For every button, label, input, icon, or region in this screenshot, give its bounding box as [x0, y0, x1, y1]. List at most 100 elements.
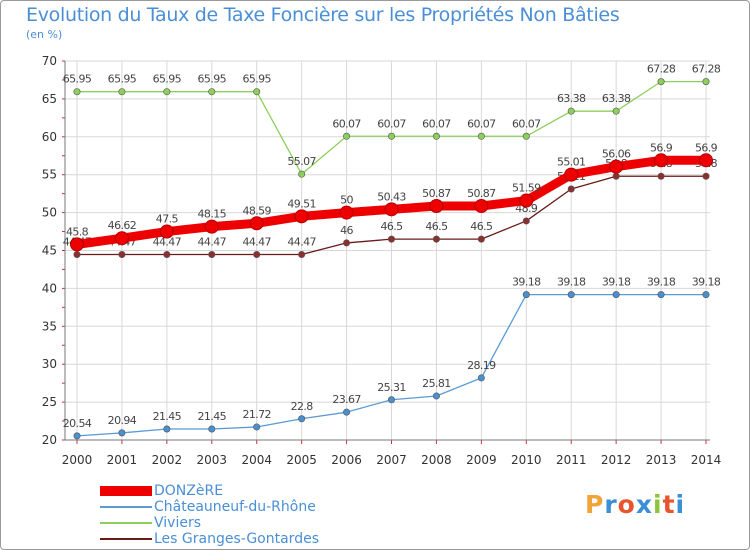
proxiti-logo: Proxiti	[585, 490, 685, 519]
x-tick-label: 2005	[286, 453, 317, 467]
data-label: 55.01	[557, 156, 586, 169]
legend-swatch	[100, 538, 152, 540]
data-point	[73, 432, 81, 440]
data-point	[253, 423, 261, 431]
x-tick-label: 2006	[331, 453, 362, 467]
data-label: 39.18	[692, 276, 721, 289]
data-label: 56.9	[650, 141, 673, 154]
x-tick-label: 2014	[691, 453, 722, 467]
y-tick-label: 25	[42, 395, 57, 409]
data-point	[567, 291, 575, 299]
y-tick-label: 50	[42, 206, 57, 220]
data-point	[159, 224, 174, 239]
data-point	[702, 172, 710, 180]
data-label: 25.31	[377, 381, 406, 394]
x-tick-label: 2011	[556, 453, 587, 467]
legend-item: Viviers	[100, 515, 360, 531]
data-point	[477, 374, 485, 382]
data-label: 60.07	[422, 117, 451, 130]
y-tick-label: 35	[42, 319, 57, 333]
data-point	[522, 132, 530, 140]
y-tick-label: 30	[42, 357, 57, 371]
data-label: 63.38	[602, 92, 631, 105]
data-point	[699, 153, 713, 168]
data-label: 56.9	[695, 141, 718, 154]
logo-letter: i	[675, 490, 686, 519]
x-tick-label: 2004	[241, 453, 272, 467]
data-point	[657, 172, 665, 180]
data-label: 49.51	[287, 197, 316, 210]
data-label: 21.45	[153, 410, 182, 423]
data-point	[474, 199, 489, 214]
data-point	[204, 219, 219, 234]
data-label: 46	[340, 224, 353, 237]
x-tick-label: 2008	[421, 453, 452, 467]
data-point	[387, 396, 395, 404]
data-label: 48.59	[242, 204, 271, 217]
data-point	[612, 291, 620, 299]
data-point	[70, 237, 84, 252]
data-point	[387, 235, 395, 243]
data-point	[253, 88, 261, 96]
data-label: 23.67	[332, 393, 361, 406]
y-unit-label: (en %)	[26, 28, 63, 41]
data-point	[387, 132, 395, 140]
data-label: 39.18	[557, 276, 586, 289]
logo-letter: i	[653, 490, 663, 519]
data-label: 44.47	[153, 236, 182, 249]
y-tick-label: 40	[42, 281, 57, 295]
data-label: 65.95	[153, 73, 182, 86]
logo-letter: r	[604, 490, 618, 519]
data-point	[298, 170, 306, 178]
data-label: 45.8	[66, 225, 89, 238]
x-tick-label: 2000	[62, 453, 93, 467]
x-tick-label: 2009	[466, 453, 497, 467]
data-point	[208, 251, 216, 259]
data-label: 55.07	[287, 155, 316, 168]
logo-letter: P	[585, 490, 605, 519]
data-point	[654, 153, 669, 168]
data-label: 46.5	[425, 220, 448, 233]
data-label: 44.47	[242, 236, 271, 249]
data-label: 39.18	[602, 276, 631, 289]
data-label: 65.95	[198, 73, 227, 86]
data-point	[567, 107, 575, 115]
x-tick-label: 2002	[152, 453, 183, 467]
data-point	[208, 88, 216, 96]
data-label: 60.07	[332, 117, 361, 130]
y-tick-label: 20	[42, 433, 57, 447]
x-tick-label: 2013	[646, 453, 677, 467]
legend-swatch	[100, 522, 152, 524]
legend-label: Les Granges-Gontardes	[154, 531, 319, 547]
data-label: 63.38	[557, 92, 586, 105]
data-point	[564, 167, 579, 182]
x-tick-label: 2003	[197, 453, 228, 467]
legend-label: Châteauneuf-du-Rhône	[154, 499, 316, 515]
data-label: 44.47	[287, 236, 316, 249]
data-point	[118, 429, 126, 437]
legend-item: Les Granges-Gontardes	[100, 531, 360, 547]
data-point	[657, 78, 665, 86]
y-tick-label: 55	[42, 168, 57, 182]
data-label: 60.07	[377, 117, 406, 130]
data-label: 48.15	[198, 208, 227, 221]
legend-swatch	[100, 486, 152, 496]
data-point	[567, 185, 575, 193]
logo-letter: o	[617, 490, 636, 519]
data-label: 51.59	[512, 182, 541, 195]
data-point	[609, 159, 624, 174]
data-point	[432, 235, 440, 243]
data-label: 20.54	[63, 417, 92, 430]
data-point	[477, 132, 485, 140]
data-point	[294, 209, 309, 224]
logo-letter: t	[662, 490, 676, 519]
data-point	[298, 415, 306, 423]
data-point	[208, 425, 216, 433]
data-label: 67.28	[647, 63, 676, 76]
y-tick-label: 70	[42, 54, 57, 68]
data-label: 50.43	[377, 190, 406, 203]
legend-item: DONZèRE	[100, 483, 360, 499]
y-tick-label: 60	[42, 130, 57, 144]
data-label: 46.5	[380, 220, 403, 233]
